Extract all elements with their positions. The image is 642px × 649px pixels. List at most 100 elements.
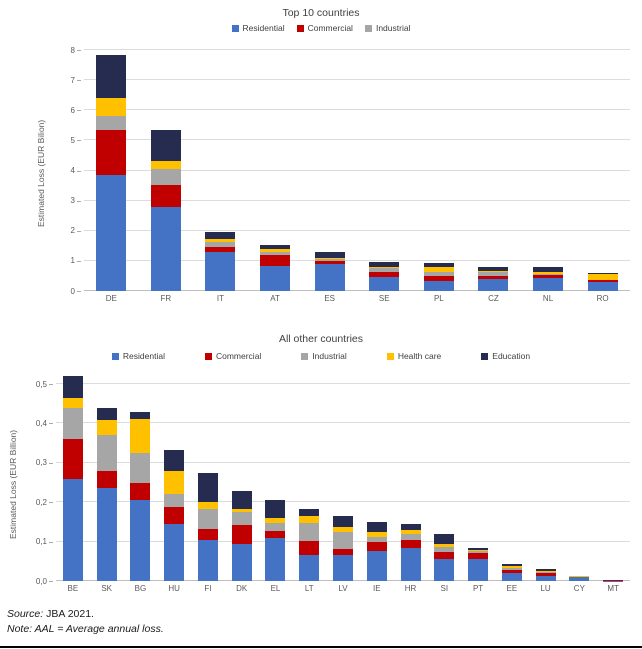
bar-segment-industrial — [164, 493, 185, 508]
bar-lv — [333, 516, 353, 581]
bar-segment-education — [533, 266, 564, 273]
x-axis-labels: BE SK BG HU FI DK EL LT LV IE HR SI PT EE LU CY MT — [56, 581, 630, 593]
y-axis-tick: 0,4 — [36, 419, 53, 428]
bar-column — [84, 43, 139, 291]
bar-column — [326, 375, 360, 581]
bar-segment-residential — [150, 206, 181, 291]
bar-segment-education — [130, 411, 151, 420]
bar-segment-residential — [62, 478, 83, 581]
gridline — [84, 290, 630, 291]
plot-row: Estimated Loss (EUR Billion) 0,0 0,1 0,2 0,… — [0, 375, 642, 593]
bar-segment-industrial — [260, 251, 291, 256]
bar-column — [90, 375, 124, 581]
bar-segment-commercial — [164, 507, 185, 524]
bar-segment-commercial — [96, 470, 117, 489]
bar-column — [357, 43, 412, 291]
bar-segment-commercial — [468, 553, 489, 560]
y-axis-tick: 3 — [71, 197, 81, 205]
bar-segment-health-care — [265, 517, 286, 524]
bar-segment-residential — [369, 277, 400, 291]
bar-se — [369, 262, 400, 291]
bar-segment-education — [197, 473, 218, 502]
bar-segment-residential — [533, 277, 564, 291]
gridline — [84, 79, 630, 81]
bar-segment-residential — [197, 539, 218, 581]
bar-si — [434, 533, 455, 581]
bar-mt — [603, 579, 624, 581]
y-tick-label: 1 — [70, 256, 75, 266]
gridline — [84, 169, 630, 171]
bar-segment-health-care — [468, 549, 489, 552]
bar-column — [495, 375, 529, 581]
bar-column — [562, 375, 596, 581]
y-tick-label: 0,5 — [35, 379, 47, 389]
bar-segment-health-care — [366, 531, 387, 537]
bar-segment-education — [468, 547, 489, 550]
bar-segment-residential — [468, 559, 489, 581]
bar-at — [260, 245, 291, 291]
gridline — [84, 49, 630, 50]
bar-es — [314, 251, 345, 291]
bar-segment-industrial — [400, 534, 421, 541]
figure-notes: Source: JBA 2021. Note: AAL = Average an… — [7, 607, 642, 636]
tick-mark — [77, 170, 81, 172]
legend-label: Residential — [242, 23, 285, 33]
bar-nl — [533, 266, 564, 291]
tick-mark — [49, 423, 53, 425]
bar-column — [56, 375, 90, 581]
bar-segment-industrial — [231, 511, 252, 526]
legend-marker-icon — [364, 24, 372, 32]
y-tick-label: 4 — [70, 166, 75, 175]
bar-segment-residential — [130, 500, 151, 581]
plot-area: 0 1 2 3 4 5 6 7 8 — [71, 43, 630, 295]
bar-segment-education — [96, 54, 127, 99]
x-axis-label: LT — [304, 584, 314, 593]
bar-segment-industrial — [197, 508, 218, 529]
x-axis-label: ES — [324, 294, 335, 303]
bar-pl — [423, 263, 454, 291]
legend-label: Education — [492, 351, 531, 361]
bar-ie — [366, 521, 387, 581]
bar-segment-health-care — [62, 397, 83, 408]
bar-lu — [535, 569, 556, 581]
y-tick-label: 5 — [70, 135, 75, 145]
y-axis-tick: 6 — [71, 106, 81, 115]
bar-segment-health-care — [501, 566, 522, 569]
bar-pt — [468, 547, 489, 581]
y-tick-label: 0 — [70, 286, 75, 296]
x-axis-label: SE — [378, 294, 390, 303]
bar-segment-education — [535, 569, 556, 571]
bar-segment-residential — [478, 278, 509, 291]
bar-segment-industrial — [62, 407, 83, 440]
bar-segment-education — [569, 575, 590, 577]
bar-segment-residential — [423, 281, 454, 291]
bar-cz — [478, 266, 509, 291]
y-tick-label: 0,1 — [35, 537, 47, 547]
x-axis-label: IE — [372, 584, 381, 593]
x-axis-label: MT — [607, 584, 619, 593]
bar-it — [205, 231, 236, 291]
plot-area: 0,0 0,1 0,2 0,3 0,4 0,5 — [36, 375, 630, 585]
bar-segment-health-care — [587, 274, 618, 280]
source-label: Source: — [7, 608, 44, 620]
gridline — [56, 461, 630, 463]
x-axis-label: HU — [168, 584, 180, 593]
bar-segment-commercial — [478, 275, 509, 279]
bar-segment-commercial — [314, 260, 345, 264]
x-axis-label: EL — [270, 584, 281, 593]
bar-segment-residential — [299, 555, 320, 581]
legend-label: Health care — [397, 351, 442, 361]
y-axis-tick: 5 — [70, 135, 81, 145]
bar-column — [191, 375, 225, 581]
bar-segment-industrial — [501, 568, 522, 570]
x-axis-label: LU — [540, 584, 551, 593]
bar-segment-education — [260, 245, 291, 250]
legend-item: Industrial — [364, 23, 410, 33]
bar-column — [193, 43, 248, 291]
bar-column — [157, 375, 191, 581]
legend-item: Commercial — [204, 351, 261, 361]
bar-segment-residential — [366, 551, 387, 581]
bar-segment-industrial — [265, 523, 286, 531]
tick-mark — [77, 140, 81, 142]
bar-segment-commercial — [62, 439, 83, 479]
